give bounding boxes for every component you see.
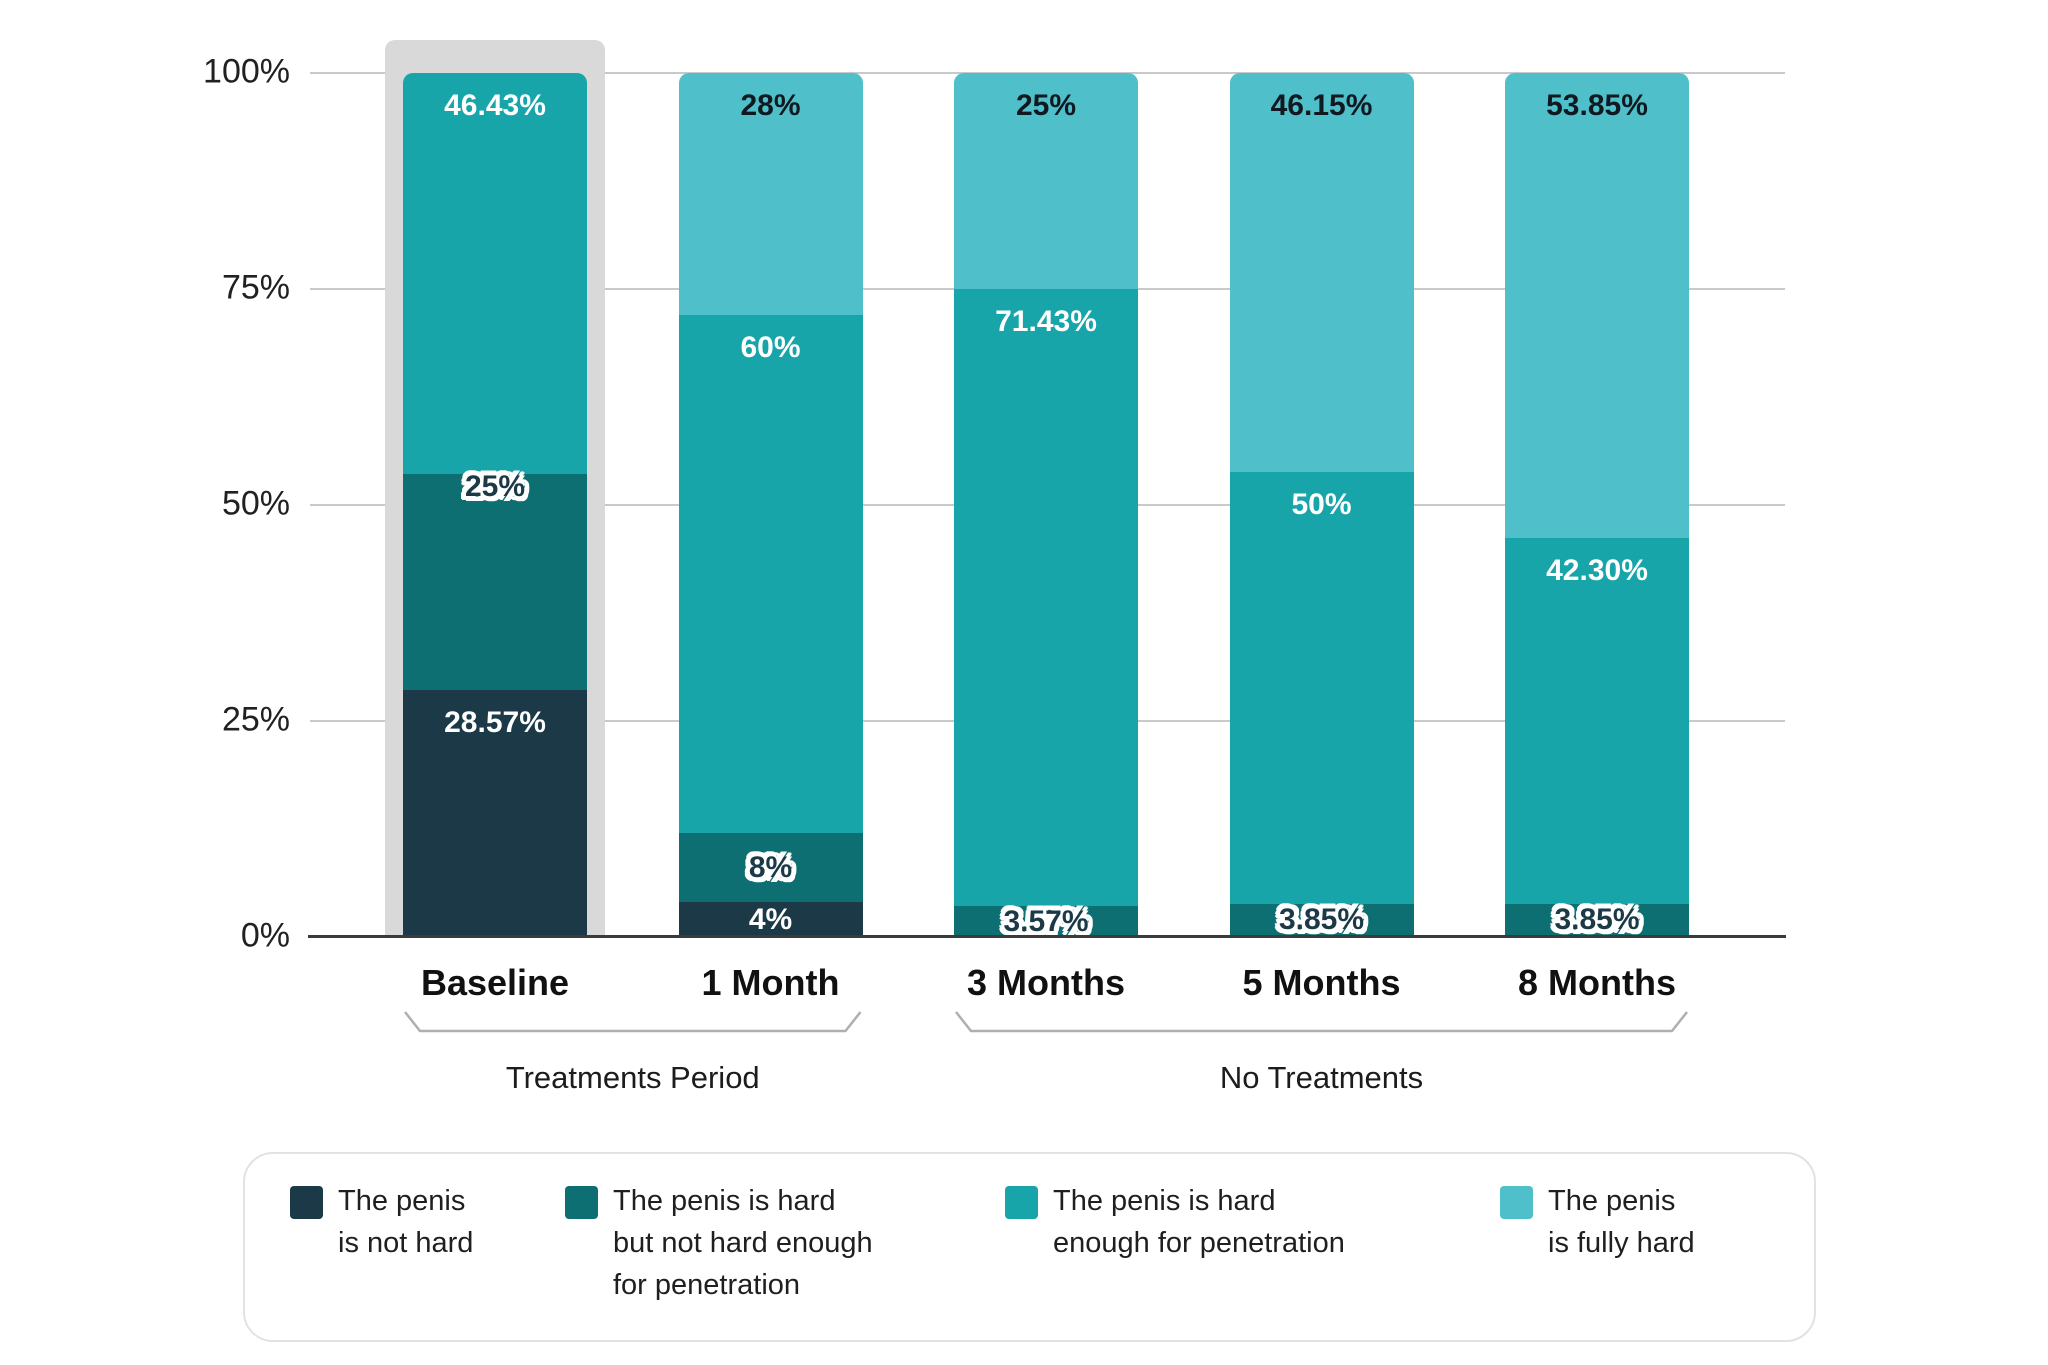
group-label: No Treatments [1219, 1060, 1424, 1095]
x-tick-label: Baseline [420, 962, 570, 1003]
group-bracket-path [404, 1011, 862, 1033]
legend-label-line: The penis [1548, 1185, 1676, 1217]
x-tick-label: 8 Months [1518, 962, 1676, 1003]
legend-box [243, 1152, 1816, 1342]
x-tick-label: 5 Months [1242, 962, 1401, 1003]
bar-segment: 28.57% [403, 690, 587, 937]
bar-segment: 53.85% [1505, 73, 1689, 539]
y-tick-label: 25% [221, 700, 290, 739]
bar-baseline: 28.57% 25% 46.43% [403, 73, 587, 937]
x-tick-label: 1 Month [701, 962, 840, 1003]
legend-label-line: for penetration [613, 1269, 801, 1301]
value-label: 25% [464, 470, 526, 504]
y-gridline [310, 288, 1785, 290]
value-label: 3.85% [1278, 903, 1365, 937]
x-tick-label: 3 Months [967, 962, 1125, 1003]
value-label: 46.43% [444, 89, 546, 123]
legend-label-line: The penis [338, 1185, 466, 1217]
value-label: 50% [1291, 487, 1352, 521]
legend-label: The penis is not hard [338, 1180, 473, 1264]
legend-label-line: enough for penetration [1053, 1227, 1345, 1259]
bar-segment: 46.43% [403, 73, 587, 475]
legend-label-line: is not hard [338, 1227, 474, 1259]
value-label: 71.43% [995, 305, 1097, 339]
value-label: 53.85% [1546, 89, 1648, 123]
bar-segment: 60% [678, 314, 863, 834]
legend-label-line: The penis is hard [613, 1185, 836, 1217]
bar-segment: 46.15% [1229, 73, 1414, 472]
legend-swatch-3 [1005, 1186, 1038, 1219]
value-label: 8% [748, 850, 793, 884]
legend-label-line: is fully hard [1548, 1227, 1695, 1259]
bar-segment: 28% [678, 73, 863, 315]
legend-swatch-1 [290, 1186, 323, 1219]
legend-label: The penis is fully hard [1548, 1180, 1695, 1264]
bar-1-month: 4% 8% 60% 28% [678, 73, 863, 937]
value-label: 3.57% [1003, 904, 1089, 938]
value-label: 25% [1015, 89, 1077, 122]
x-axis-line [308, 935, 1786, 938]
y-tick-label: 100% [203, 52, 290, 91]
bar-5-months: 3.85% 50% 46.15% [1229, 73, 1414, 937]
legend-swatch-4 [1500, 1186, 1533, 1219]
group-bracket-path [955, 1011, 1688, 1033]
bar-segment: 71.43% [954, 289, 1138, 907]
group-label: Treatments Period [505, 1060, 760, 1095]
value-label: 46.15% [1270, 89, 1373, 123]
bar-3-months: 3.57% 71.43% 25% [954, 73, 1138, 938]
bar-segment: 3.57% [954, 904, 1138, 938]
bar-segment: 3.85% [1505, 903, 1689, 937]
legend-label: The penis is hard enough for penetration [1053, 1180, 1345, 1264]
bar-segment: 42.30% [1505, 538, 1689, 904]
y-tick-label: 0% [240, 916, 290, 955]
legend-label-line: The penis is hard [1053, 1185, 1276, 1217]
value-label: 28% [740, 89, 801, 123]
y-tick-label: 75% [221, 268, 290, 307]
legend-label: The penis is hard but not hard enough for … [613, 1180, 873, 1306]
value-label: 42.30% [1546, 554, 1648, 588]
bar-segment: 25% [403, 470, 587, 691]
y-tick-label: 50% [221, 484, 290, 523]
legend-swatch-2 [565, 1186, 598, 1219]
bar-segment: 8% [678, 833, 863, 903]
value-label: 4% [748, 902, 793, 936]
bar-segment: 3.85% [1229, 903, 1414, 937]
value-label: 3.85% [1554, 903, 1640, 937]
bar-segment: 4% [678, 902, 863, 937]
bar-8-months: 3.85% 42.30% 53.85% [1505, 73, 1689, 937]
value-label: 60% [740, 330, 801, 364]
bar-segment: 25% [954, 73, 1138, 289]
bar-segment: 50% [1229, 471, 1414, 904]
legend-label-line: but not hard enough [613, 1227, 873, 1259]
value-label: 28.57% [444, 706, 546, 740]
